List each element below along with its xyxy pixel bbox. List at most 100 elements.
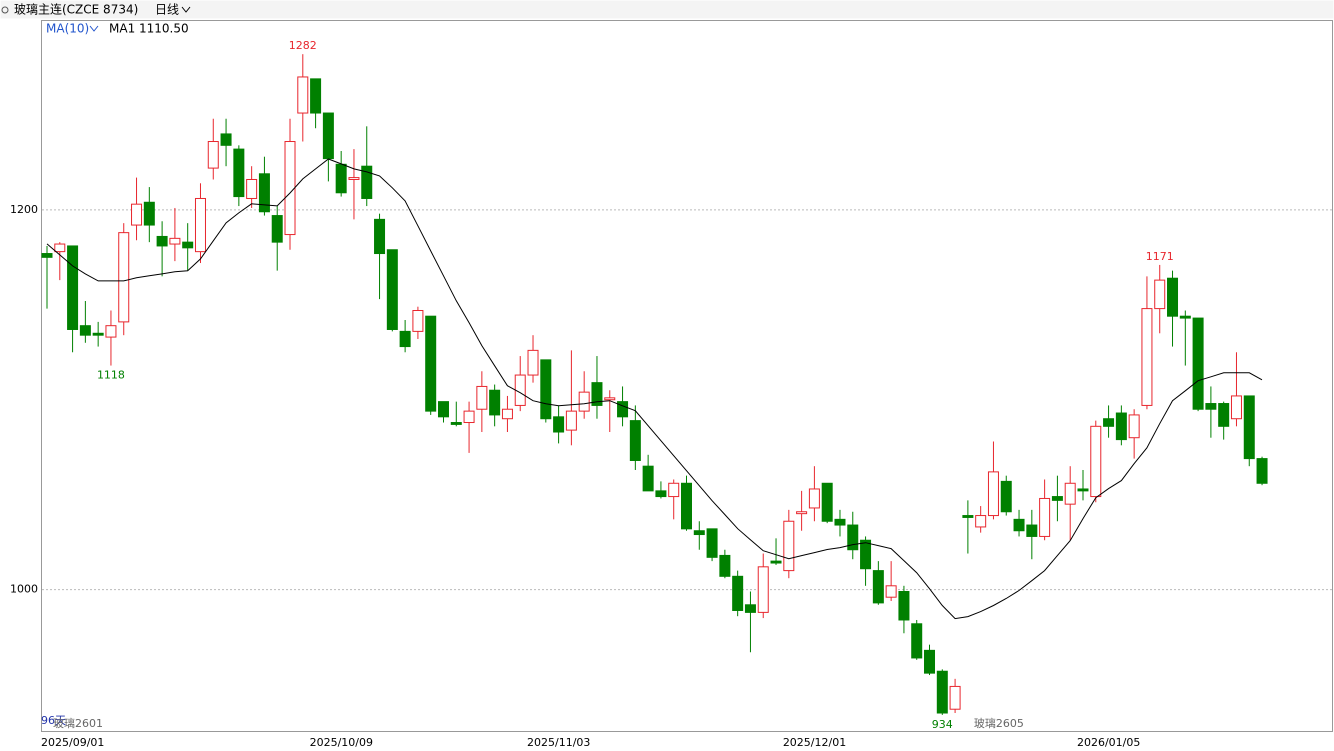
indicator-dropdown-arrow[interactable] (89, 25, 99, 32)
candle (1167, 270, 1179, 347)
candle (1090, 420, 1102, 503)
candle (911, 619, 923, 660)
candle-body (962, 515, 974, 518)
candle (1128, 409, 1140, 459)
period-selector[interactable]: 日线 (155, 3, 179, 17)
candle (79, 301, 91, 343)
candle (770, 538, 782, 565)
candle-body (399, 330, 411, 348)
candle (489, 384, 501, 427)
candle-body (105, 325, 117, 338)
candle (1103, 405, 1115, 438)
candle (131, 177, 143, 241)
candle (1141, 276, 1153, 410)
extreme-label: 1171 (1146, 250, 1174, 263)
candle (872, 561, 884, 605)
candle-body (67, 245, 79, 330)
x-tick-label: 2025/10/09 (310, 736, 373, 749)
candle (1154, 264, 1166, 334)
candle (361, 126, 373, 207)
candle (821, 482, 833, 524)
menu-icon[interactable] (1, 6, 9, 14)
candle-body (885, 585, 897, 598)
candle (297, 54, 309, 142)
candle (310, 78, 322, 129)
candle-body (706, 528, 718, 558)
candle (105, 310, 117, 366)
contract-label: 玻璃2601 (53, 716, 103, 730)
candle-body (143, 201, 155, 226)
candle (949, 678, 961, 714)
candle-body (1154, 279, 1166, 310)
candle-body (693, 530, 705, 536)
candle-body (655, 490, 667, 498)
candle-body (131, 203, 143, 226)
candle-body (911, 623, 923, 659)
candle (1077, 469, 1089, 501)
candle-body (374, 218, 386, 255)
candle-body (527, 349, 539, 376)
period-dropdown-arrow[interactable] (181, 6, 191, 13)
candle (1039, 479, 1051, 541)
candle-body (246, 178, 258, 199)
candle-body (463, 410, 475, 424)
x-tick-label: 2025/09/01 (41, 736, 104, 749)
candle-body (1128, 414, 1140, 439)
candle (246, 166, 258, 208)
candle (271, 206, 283, 271)
candle-body (450, 422, 462, 425)
candle-body (681, 482, 692, 530)
candle-body (182, 241, 194, 249)
candle (463, 401, 475, 453)
candle-body (476, 385, 488, 410)
candle-body (732, 575, 744, 611)
ma-line (46, 158, 1263, 620)
candle (1230, 352, 1242, 427)
candle-body (719, 554, 731, 577)
candle-body (872, 570, 884, 604)
candle-body (335, 163, 347, 194)
candle (987, 441, 999, 520)
y-tick-label: 1200 (10, 203, 38, 216)
candle-body (501, 408, 513, 420)
candle-body (156, 235, 168, 247)
candle (1205, 386, 1217, 438)
candle-body (489, 389, 501, 416)
candle (348, 149, 360, 220)
candle-body (808, 488, 820, 509)
candle (975, 506, 987, 533)
candle-body (322, 112, 334, 160)
candle-body (898, 590, 910, 621)
candle-body (821, 482, 833, 522)
candle-body (668, 482, 680, 498)
candle-body (92, 332, 104, 336)
candle (1179, 310, 1191, 366)
candle-body (1205, 403, 1217, 410)
candle-body (412, 309, 424, 332)
candle (182, 223, 194, 271)
candle-body (1026, 524, 1038, 537)
candle (67, 245, 79, 353)
candle-body (860, 539, 872, 570)
candle-body (936, 670, 948, 714)
indicator-selector[interactable]: MA(10) (46, 22, 89, 36)
candle (1026, 509, 1038, 560)
candle-body (271, 215, 283, 243)
candle (1064, 466, 1076, 541)
candle (92, 321, 104, 347)
candle-body (1039, 497, 1051, 537)
candle (425, 315, 437, 415)
candle-body (258, 173, 270, 213)
candle (796, 490, 808, 531)
candle-body (310, 78, 322, 114)
candle-body (194, 197, 206, 253)
candle-body (1115, 412, 1127, 441)
candle-body (1000, 480, 1012, 513)
candle-body (757, 566, 769, 613)
candle-body (1256, 458, 1268, 484)
candle-body (591, 382, 603, 406)
candle-body (361, 165, 373, 199)
candle-body (169, 237, 181, 245)
candle-body (540, 359, 552, 420)
